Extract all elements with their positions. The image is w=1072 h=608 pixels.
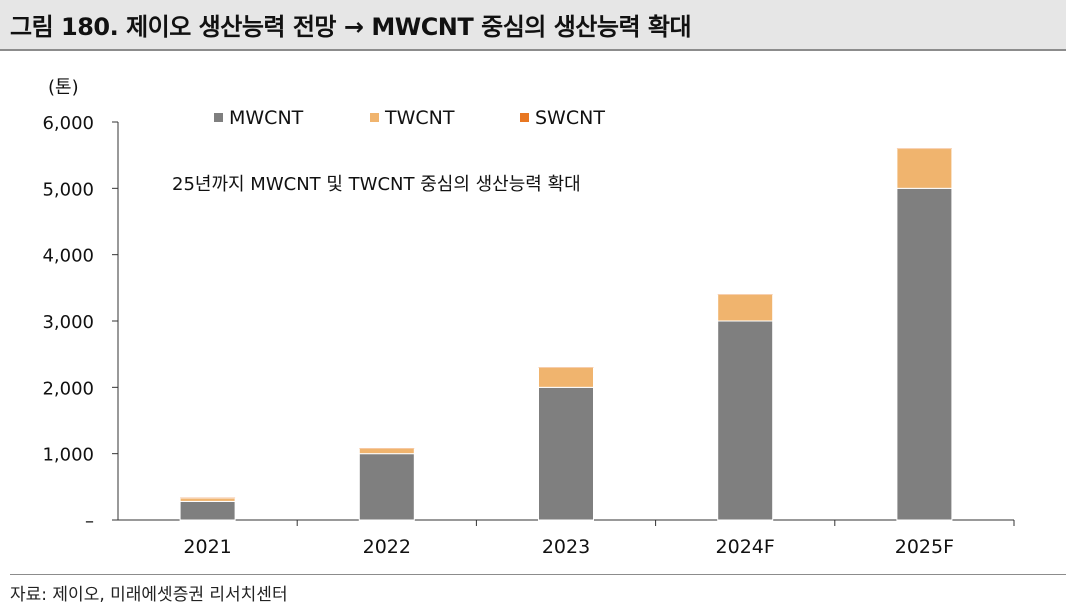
x-tick-label: 2022	[363, 536, 411, 558]
x-tick-label: 2021	[183, 536, 231, 558]
bar-twcnt-2025f	[896, 148, 953, 189]
y-tick-label: 1,000	[42, 445, 94, 466]
labels: – 1,000 2,000 3,000 4,000 5,000 6,000 (톤) 2021 20…	[42, 77, 954, 558]
stacked-bar-chart: – 1,000 2,000 3,000 4,000 5,000 6,000 (톤) 2021 20…	[42, 77, 1015, 558]
bar-mwcnt-2021	[179, 500, 236, 521]
legend-label-swcnt: SWCNT	[535, 107, 605, 129]
source-divider	[10, 574, 1066, 575]
figure-title: 그림 180. 제이오 생산능력 전망 → MWCNT 중심의 생산능력 확대	[10, 13, 692, 41]
source-note: 자료: 제이오, 미래에셋증권 리서치센터	[10, 585, 288, 605]
chart-area: – 1,000 2,000 3,000 4,000 5,000 6,000 (톤) 2021 20…	[0, 52, 1072, 572]
legend-swatch-swcnt	[520, 113, 529, 122]
bar-twcnt-2024f	[717, 293, 774, 322]
legend-swatch-twcnt	[370, 113, 379, 122]
x-tick-label: 2023	[542, 536, 590, 558]
y-unit-label: (톤)	[48, 77, 79, 98]
bar-twcnt-2021	[179, 497, 236, 502]
chart-annotation: 25년까지 MWCNT 및 TWCNT 중심의 생산능력 확대	[172, 174, 581, 195]
bars	[179, 148, 953, 521]
y-tick-label: –	[85, 511, 94, 532]
y-tick-label: 5,000	[42, 179, 94, 200]
bar-mwcnt-2025f	[896, 187, 953, 521]
y-tick-label: 6,000	[42, 113, 94, 134]
title-bar: 그림 180. 제이오 생산능력 전망 → MWCNT 중심의 생산능력 확대	[0, 0, 1066, 51]
bar-twcnt-2022	[358, 447, 415, 455]
y-tick-label: 4,000	[42, 246, 94, 267]
y-tick-label: 2,000	[42, 378, 94, 399]
bar-twcnt-2023	[538, 366, 594, 388]
bar-mwcnt-2024f	[717, 320, 774, 521]
x-tick-label: 2025F	[895, 536, 954, 558]
y-tick-label: 3,000	[42, 312, 94, 333]
legend-label-mwcnt: MWCNT	[229, 107, 304, 129]
bar-mwcnt-2023	[538, 386, 594, 521]
x-tick-label: 2024F	[716, 536, 775, 558]
legend-swatch-mwcnt	[214, 113, 223, 122]
bar-mwcnt-2022	[358, 453, 415, 521]
legend-label-twcnt: TWCNT	[384, 107, 455, 129]
